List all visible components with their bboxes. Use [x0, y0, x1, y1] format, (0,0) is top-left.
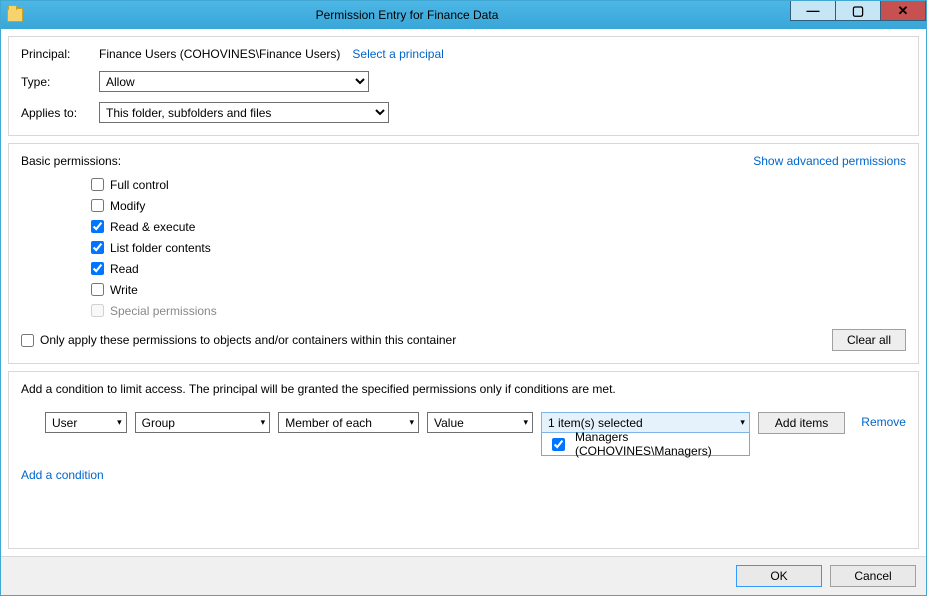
applies-select[interactable]: This folder, subfolders and files [99, 102, 389, 123]
chevron-down-icon: ▾ [523, 417, 528, 428]
condition-value-type-select[interactable]: Value ▾ [427, 412, 533, 433]
condition-attribute-select[interactable]: Group ▾ [135, 412, 271, 433]
condition-operator-value: Member of each [285, 416, 372, 430]
clear-all-button[interactable]: Clear all [832, 329, 906, 351]
permissions-footer: Only apply these permissions to objects … [21, 329, 906, 351]
type-select[interactable]: Allow [99, 71, 369, 92]
perm-modify-label: Modify [110, 199, 145, 213]
perm-read-execute-checkbox[interactable] [91, 220, 104, 233]
condition-items-list: Managers (COHOVINES\Managers) [541, 433, 750, 456]
perm-write-checkbox[interactable] [91, 283, 104, 296]
perm-read-label: Read [110, 262, 139, 276]
applies-row: Applies to: This folder, subfolders and … [21, 102, 906, 123]
applies-label: Applies to: [21, 106, 99, 120]
chevron-down-icon: ▾ [409, 417, 414, 428]
condition-item[interactable]: Managers (COHOVINES\Managers) [542, 433, 749, 455]
perm-read-checkbox[interactable] [91, 262, 104, 275]
condition-item-label: Managers (COHOVINES\Managers) [575, 430, 743, 458]
minimize-button[interactable]: — [790, 1, 836, 21]
client-area: Principal: Finance Users (COHOVINES\Fina… [1, 29, 926, 556]
principal-row: Principal: Finance Users (COHOVINES\Fina… [21, 47, 906, 61]
show-advanced-link[interactable]: Show advanced permissions [753, 154, 906, 168]
select-principal-link[interactable]: Select a principal [352, 47, 443, 61]
perm-list-folder-checkbox[interactable] [91, 241, 104, 254]
chevron-down-icon: ▾ [117, 417, 122, 428]
window-frame: Permission Entry for Finance Data — ▢ ✕ … [0, 0, 927, 596]
permissions-list: Full control Modify Read & execute List … [91, 174, 906, 321]
perm-read-execute-label: Read & execute [110, 220, 195, 234]
condition-subject-select[interactable]: User ▾ [45, 412, 127, 433]
maximize-button[interactable]: ▢ [835, 1, 881, 21]
window-title: Permission Entry for Finance Data [23, 8, 791, 22]
type-row: Type: Allow [21, 71, 906, 92]
chevron-down-icon: ▾ [740, 417, 745, 428]
only-apply-row[interactable]: Only apply these permissions to objects … [21, 333, 456, 347]
conditions-panel: Add a condition to limit access. The pri… [8, 371, 919, 549]
chevron-down-icon: ▾ [261, 417, 266, 428]
only-apply-checkbox[interactable] [21, 334, 34, 347]
titlebar[interactable]: Permission Entry for Finance Data — ▢ ✕ [1, 1, 926, 29]
perm-full-control[interactable]: Full control [91, 174, 906, 195]
perm-full-control-checkbox[interactable] [91, 178, 104, 191]
perm-read[interactable]: Read [91, 258, 906, 279]
perm-write-label: Write [110, 283, 138, 297]
add-items-button[interactable]: Add items [758, 412, 845, 434]
folder-icon [7, 8, 23, 22]
condition-value-type-value: Value [434, 416, 464, 430]
perm-full-control-label: Full control [110, 178, 169, 192]
window-buttons: — ▢ ✕ [791, 1, 926, 29]
principal-panel: Principal: Finance Users (COHOVINES\Fina… [8, 36, 919, 136]
perm-list-folder[interactable]: List folder contents [91, 237, 906, 258]
condition-attribute-value: Group [142, 416, 175, 430]
condition-operator-select[interactable]: Member of each ▾ [278, 412, 419, 433]
condition-subject-value: User [52, 416, 77, 430]
condition-items-wrap: 1 item(s) selected ▾ Managers (COHOVINES… [541, 412, 750, 456]
principal-label: Principal: [21, 47, 99, 61]
condition-item-checkbox[interactable] [552, 438, 565, 451]
perm-read-execute[interactable]: Read & execute [91, 216, 906, 237]
only-apply-label: Only apply these permissions to objects … [40, 333, 456, 347]
remove-condition-link[interactable]: Remove [861, 412, 906, 433]
perm-special-label: Special permissions [110, 304, 217, 318]
perm-special-checkbox [91, 304, 104, 317]
add-condition-link[interactable]: Add a condition [21, 468, 906, 482]
condition-description: Add a condition to limit access. The pri… [21, 382, 906, 396]
perm-modify[interactable]: Modify [91, 195, 906, 216]
type-label: Type: [21, 75, 99, 89]
ok-button[interactable]: OK [736, 565, 822, 587]
permissions-header: Basic permissions: Show advanced permiss… [21, 154, 906, 168]
cancel-button[interactable]: Cancel [830, 565, 916, 587]
perm-list-folder-label: List folder contents [110, 241, 211, 255]
permissions-panel: Basic permissions: Show advanced permiss… [8, 143, 919, 364]
perm-modify-checkbox[interactable] [91, 199, 104, 212]
condition-items-summary: 1 item(s) selected [548, 416, 643, 430]
perm-special: Special permissions [91, 300, 906, 321]
principal-value: Finance Users (COHOVINES\Finance Users) [99, 47, 340, 61]
basic-permissions-label: Basic permissions: [21, 154, 121, 168]
dialog-footer: OK Cancel [1, 556, 926, 595]
close-button[interactable]: ✕ [880, 1, 926, 21]
perm-write[interactable]: Write [91, 279, 906, 300]
condition-row: User ▾ Group ▾ Member of each ▾ Value ▾ [21, 412, 906, 456]
